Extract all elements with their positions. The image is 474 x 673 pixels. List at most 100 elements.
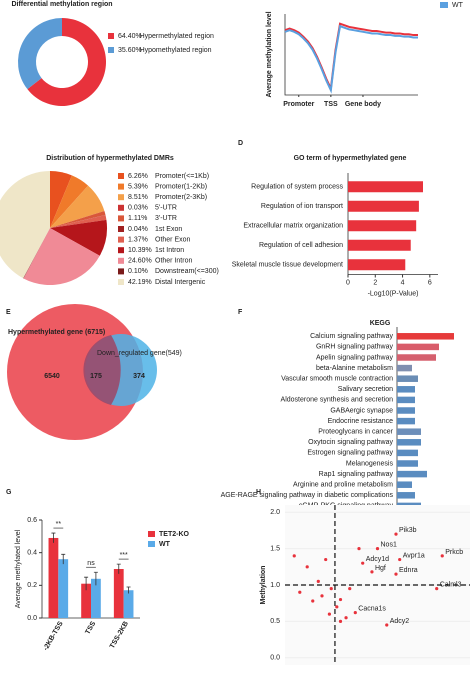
y-tick-label: 2.0: [270, 509, 280, 516]
axis: [284, 14, 418, 96]
point: [398, 557, 402, 562]
x-tick-label: TSS: [84, 620, 97, 636]
legend-label: Promoter(2-3Kb): [155, 194, 207, 201]
legend-label: 3'-UTR: [155, 215, 177, 222]
y-tick-label: Proteoglycans in cancer: [318, 429, 393, 436]
pie-slice: [50, 210, 105, 228]
legend-swatch: [118, 247, 124, 254]
y-tick-label: 0.5: [270, 618, 280, 625]
bar: [348, 181, 423, 193]
legend-label: Distal Intergenic: [155, 279, 206, 286]
panel-label: E: [6, 309, 11, 316]
y-tick-label: 0.0: [270, 655, 280, 662]
legend-swatch: [148, 541, 155, 547]
point: [361, 561, 365, 565]
y-tick-label: Arginine and proline metabolism: [293, 482, 393, 489]
legend-label: Promoter(<=1Kb): [155, 173, 209, 180]
x-tick-label: Promoter: [283, 101, 314, 108]
y-tick-label: GnRH signaling pathway: [316, 344, 394, 351]
count-label: 374: [133, 373, 145, 380]
point: [353, 611, 357, 615]
x-tick-label: 6: [428, 279, 432, 286]
point-label: Nos1: [381, 541, 397, 548]
pie-slice: [0, 171, 50, 279]
y-tick-label: 0.0: [27, 615, 37, 622]
point: [338, 619, 343, 623]
legend-swatch: [108, 33, 114, 39]
pie-slice: [50, 185, 105, 228]
error-bar: [116, 563, 121, 574]
x-tick-label: Gene body: [345, 101, 381, 108]
bar: [58, 559, 69, 618]
legend-value: 1.37%: [128, 236, 148, 243]
bar: [48, 537, 59, 618]
pie-slice: [50, 171, 72, 228]
y-tick-label: 1.0: [270, 582, 280, 589]
set-label: Hypermethylated gene (6715): [8, 329, 105, 336]
bar: [397, 375, 418, 382]
x-axis-label: -Log10(P-Value): [368, 290, 419, 297]
venn-overlap: [83, 335, 121, 405]
y-tick-label: 0.4: [27, 550, 37, 557]
panel-label: F: [238, 309, 243, 316]
x-tick-label: TSS-2KB: [109, 620, 130, 649]
bar: [348, 259, 406, 271]
legend-value: 24.60%: [128, 258, 152, 265]
x-tick-label: 2: [373, 279, 377, 286]
y-tick-label: Aldosterone synthesis and secretion: [281, 397, 394, 404]
y-tick-label: Rap1 signaling pathway: [319, 471, 394, 478]
pie-slice: [50, 214, 106, 228]
point-label: Hgf: [375, 565, 386, 572]
y-tick-label: Regulation of cell adhesion: [259, 242, 343, 249]
bar: [397, 386, 415, 393]
legend-label: Hypermethylated region: [140, 33, 214, 40]
legend-label: Promoter(1-2Kb): [155, 183, 207, 190]
y-tick-label: Melanogenesis: [346, 460, 394, 467]
bar: [397, 470, 427, 478]
legend-value: 0.10%: [128, 268, 148, 275]
legend-value: 8.51%: [128, 194, 148, 201]
legend-value: 10.39%: [128, 247, 152, 254]
legend-swatch: [108, 47, 114, 53]
legend-swatch: [118, 215, 124, 222]
legend-swatch: [118, 204, 124, 211]
y-tick-label: 0.2: [27, 582, 37, 589]
point: [385, 623, 389, 627]
y-axis-label: Methylation: [260, 566, 267, 605]
legend-swatch: [118, 279, 124, 285]
bar: [397, 364, 412, 372]
legend-swatch: [118, 194, 124, 201]
legend-label: WT: [159, 541, 171, 548]
error-bar: [61, 553, 66, 565]
legend-swatch: [118, 183, 124, 190]
bar: [123, 590, 134, 618]
legend-label: Downstream(<=300): [155, 268, 219, 275]
legend-value: 42.19%: [128, 279, 152, 286]
legend-label: WT: [452, 2, 464, 9]
bar: [397, 481, 412, 488]
legend-label: 1st Intron: [155, 247, 184, 254]
point: [324, 557, 328, 562]
bar: [397, 417, 415, 425]
y-axis-label: Average methylation level: [266, 11, 273, 97]
error-bar: [84, 576, 89, 591]
legend-value: 5.39%: [128, 183, 148, 190]
line-series: [284, 22, 418, 93]
point: [298, 590, 302, 594]
point: [327, 612, 331, 616]
legend-label: 5'-UTR: [155, 205, 177, 212]
legend-value: 0.04%: [128, 226, 148, 233]
set-label: Down_regulated gene(549): [97, 350, 182, 357]
legend-value: 0.03%: [128, 205, 148, 212]
point: [329, 587, 333, 591]
pie-slice: [50, 211, 106, 228]
annotation: ***: [120, 552, 128, 559]
point: [348, 587, 352, 591]
bar: [348, 239, 411, 251]
bar: [113, 569, 124, 618]
y-tick-label: Calcium signaling pathway: [310, 333, 393, 340]
point: [375, 547, 380, 551]
point: [305, 565, 309, 569]
panel-label: H: [256, 489, 261, 496]
pie-slice: [50, 215, 107, 228]
